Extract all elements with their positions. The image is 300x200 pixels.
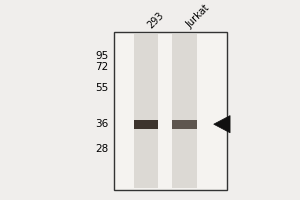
- Text: 28: 28: [95, 144, 108, 154]
- Bar: [114, 32, 227, 190]
- Bar: [134, 120, 158, 129]
- Text: 293: 293: [146, 10, 166, 30]
- Text: 36: 36: [95, 119, 108, 129]
- Text: 55: 55: [95, 83, 108, 93]
- Text: 95: 95: [95, 51, 108, 61]
- Text: Jurkat: Jurkat: [184, 3, 212, 30]
- Bar: [172, 34, 197, 188]
- Polygon shape: [214, 116, 230, 133]
- Bar: [134, 34, 158, 188]
- Text: 72: 72: [95, 62, 108, 72]
- Bar: [172, 120, 197, 129]
